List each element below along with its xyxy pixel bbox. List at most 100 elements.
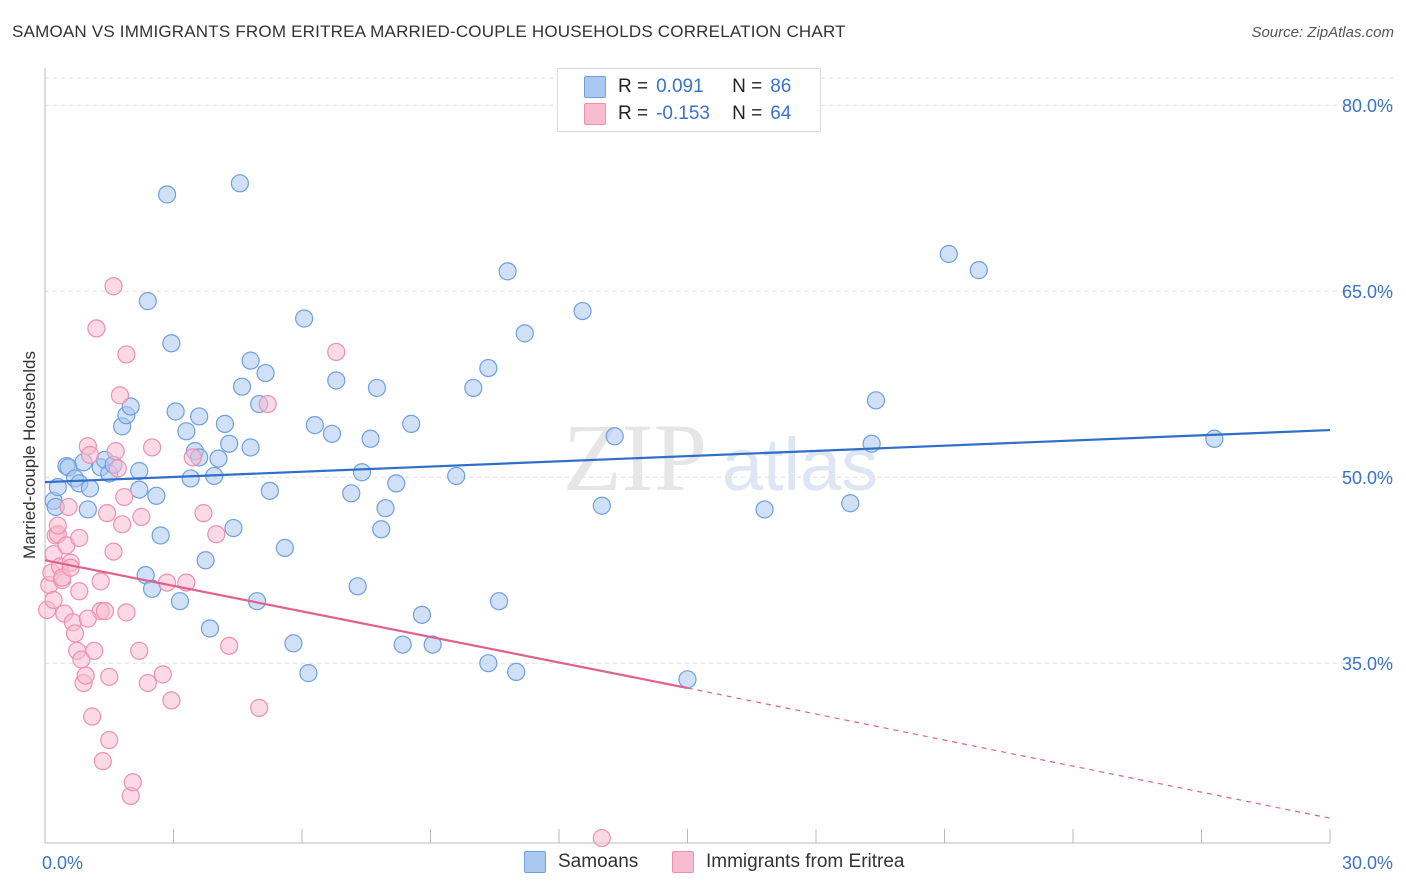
trend-line bbox=[44, 559, 688, 690]
data-point bbox=[132, 507, 151, 526]
watermark-atlas: atlas bbox=[722, 423, 878, 506]
tick-labels: 35.0% 50.0% 65.0% 80.0% 0.0% 30.0% bbox=[42, 96, 1393, 873]
data-point bbox=[573, 301, 592, 321]
data-point bbox=[121, 397, 140, 416]
legend-r-value: 0.091 bbox=[656, 76, 704, 97]
legend-swatch-samoans bbox=[584, 76, 606, 98]
data-point bbox=[250, 698, 269, 717]
data-point bbox=[190, 407, 209, 426]
chart-title: SAMOAN VS IMMIGRANTS FROM ERITREA MARRIE… bbox=[12, 22, 846, 41]
data-point bbox=[106, 442, 125, 461]
data-point bbox=[224, 518, 243, 538]
data-point bbox=[969, 261, 988, 280]
data-point bbox=[305, 416, 324, 435]
data-point bbox=[196, 551, 215, 570]
legend-label-eritrea: Immigrants from Eritrea bbox=[706, 851, 905, 872]
legend-item-eritrea[interactable]: Immigrants from Eritrea bbox=[672, 851, 904, 873]
data-point bbox=[177, 422, 196, 441]
source-label: Source: ZipAtlas.com bbox=[1251, 24, 1394, 41]
data-point bbox=[232, 377, 252, 396]
data-point bbox=[100, 667, 119, 686]
legend-n-value: 86 bbox=[770, 76, 792, 97]
data-point bbox=[275, 538, 294, 557]
data-point bbox=[498, 262, 517, 281]
axes bbox=[44, 68, 1331, 844]
y-tick-label: 65.0% bbox=[1342, 282, 1393, 302]
data-point bbox=[256, 363, 275, 383]
grid-lines bbox=[45, 77, 1393, 664]
legend-swatch-eritrea bbox=[584, 103, 606, 125]
x-tick-label: 0.0% bbox=[42, 853, 83, 873]
y-tick-label: 80.0% bbox=[1342, 96, 1393, 116]
data-point bbox=[939, 244, 958, 264]
data-point bbox=[166, 402, 185, 421]
data-point bbox=[76, 666, 95, 685]
data-point bbox=[220, 434, 239, 453]
data-point bbox=[130, 461, 149, 481]
correlation-legend: R = 0.091 N = 86 R = -0.153 N = 64 bbox=[557, 68, 821, 132]
data-point bbox=[678, 670, 697, 689]
legend-n-label: N = bbox=[732, 76, 763, 97]
data-point bbox=[83, 707, 102, 726]
data-point bbox=[93, 752, 112, 771]
data-point bbox=[402, 414, 421, 433]
data-point bbox=[755, 500, 774, 519]
data-point bbox=[104, 277, 123, 296]
series-samoans bbox=[44, 174, 1224, 689]
data-point bbox=[181, 469, 200, 488]
legend-swatch-eritrea bbox=[672, 851, 694, 873]
data-point bbox=[515, 324, 534, 343]
data-point bbox=[104, 542, 123, 561]
data-point bbox=[78, 500, 97, 519]
data-point bbox=[447, 466, 466, 486]
legend-swatch-samoans bbox=[524, 851, 546, 873]
data-point bbox=[841, 494, 860, 513]
data-point bbox=[65, 624, 85, 643]
data-point bbox=[367, 378, 387, 398]
legend-label-samoans: Samoans bbox=[558, 851, 639, 872]
y-tick-label: 35.0% bbox=[1342, 654, 1393, 674]
data-point bbox=[592, 496, 611, 515]
data-point bbox=[110, 386, 130, 405]
data-point bbox=[393, 635, 412, 654]
data-point bbox=[142, 438, 162, 457]
data-point bbox=[327, 371, 346, 390]
data-point bbox=[138, 292, 157, 311]
data-point bbox=[115, 487, 134, 507]
data-point bbox=[507, 662, 526, 681]
data-point bbox=[215, 414, 234, 433]
legend-r-label: R = bbox=[618, 76, 649, 97]
data-point bbox=[48, 516, 67, 535]
data-point bbox=[157, 185, 177, 204]
data-point bbox=[605, 427, 624, 446]
legend-n-value: 64 bbox=[770, 103, 792, 124]
data-point bbox=[327, 342, 346, 362]
data-point bbox=[284, 634, 303, 653]
data-point bbox=[295, 309, 314, 328]
data-point bbox=[151, 526, 170, 545]
legend-item-samoans[interactable]: Samoans bbox=[524, 851, 638, 873]
data-point bbox=[130, 641, 149, 660]
data-point bbox=[220, 636, 239, 655]
data-point bbox=[230, 174, 249, 193]
data-point bbox=[412, 605, 432, 624]
y-tick-label: 50.0% bbox=[1342, 468, 1393, 488]
data-point bbox=[117, 603, 136, 622]
data-point bbox=[372, 520, 391, 539]
data-point bbox=[241, 351, 260, 370]
data-point bbox=[80, 479, 100, 498]
data-point bbox=[423, 635, 442, 654]
data-point bbox=[464, 378, 483, 398]
data-point bbox=[112, 515, 132, 534]
data-point bbox=[258, 394, 277, 414]
data-point bbox=[376, 499, 395, 518]
legend-row-samoans: R = 0.091 N = 86 bbox=[584, 74, 791, 100]
data-point bbox=[200, 619, 220, 638]
legend-r-value: -0.153 bbox=[656, 103, 710, 124]
data-point bbox=[85, 641, 104, 660]
legend-n-label: N = bbox=[732, 103, 763, 124]
data-point bbox=[70, 582, 89, 601]
data-point bbox=[352, 463, 372, 482]
data-point bbox=[209, 449, 228, 468]
